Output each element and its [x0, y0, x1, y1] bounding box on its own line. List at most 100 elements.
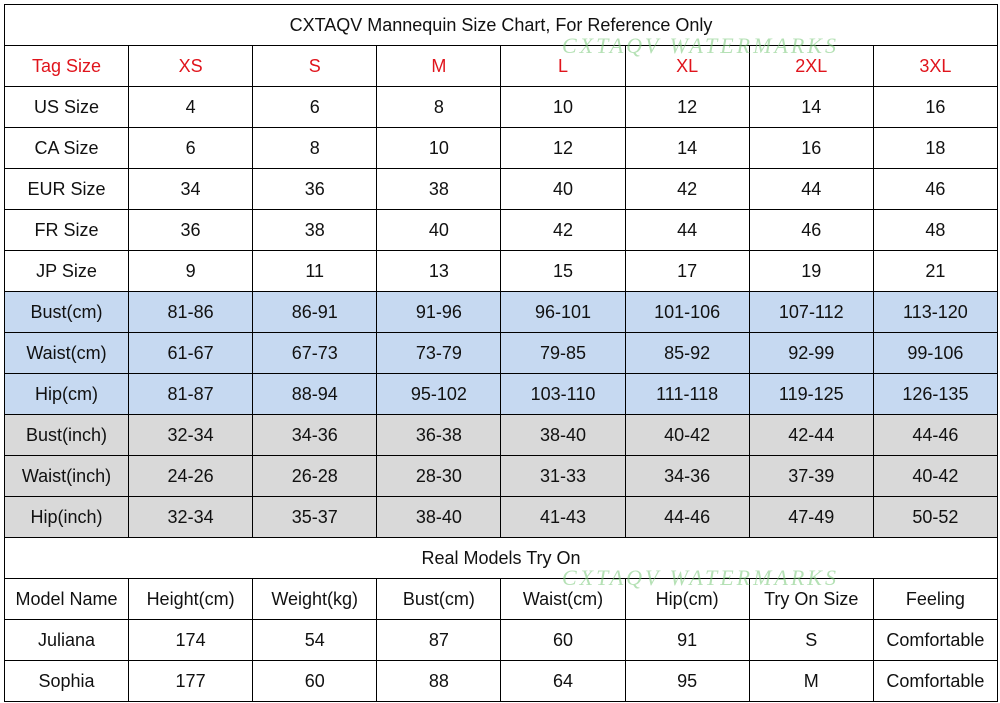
cell: 48 — [872, 209, 999, 251]
cell: 38 — [376, 168, 502, 210]
cell: 32-34 — [127, 414, 254, 456]
cell: 81-87 — [127, 373, 254, 415]
cell: 21 — [872, 250, 999, 292]
cell: 14 — [748, 86, 874, 128]
cell: 103-110 — [500, 373, 626, 415]
cell: 60 — [500, 619, 626, 661]
table-row: Sophia 177 60 88 64 95 M Comfortable — [4, 660, 999, 702]
cell: 19 — [748, 250, 874, 292]
cell: 87 — [376, 619, 502, 661]
cell: 101-106 — [624, 291, 750, 333]
cell: 10 — [500, 86, 626, 128]
header-cell: 2XL — [748, 45, 874, 87]
cell: 14 — [624, 127, 750, 169]
cell: 50-52 — [872, 496, 999, 538]
header-cell: Waist(cm) — [500, 578, 626, 620]
cell: 92-99 — [748, 332, 874, 374]
header-cell: Try On Size — [748, 578, 874, 620]
cell: 44 — [748, 168, 874, 210]
cell: 24-26 — [127, 455, 254, 497]
cell: 31-33 — [500, 455, 626, 497]
cell: 81-86 — [127, 291, 254, 333]
cell: Bust(cm) — [4, 291, 129, 333]
cell: 9 — [127, 250, 254, 292]
cell: Sophia — [4, 660, 129, 702]
cell: 61-67 — [127, 332, 254, 374]
header-cell: Tag Size — [4, 45, 129, 87]
cell: JP Size — [4, 250, 129, 292]
cell: Waist(inch) — [4, 455, 129, 497]
cell: 42 — [500, 209, 626, 251]
cell: 44-46 — [624, 496, 750, 538]
cell: 54 — [252, 619, 378, 661]
table-row: JP Size 9 11 13 15 17 19 21 — [4, 250, 999, 292]
table-row: Tag Size XS S M L XL 2XL 3XL — [4, 45, 999, 87]
header-cell: Weight(kg) — [252, 578, 378, 620]
header-cell: Hip(cm) — [624, 578, 750, 620]
cell: 40 — [500, 168, 626, 210]
cell: 177 — [127, 660, 254, 702]
cell: 12 — [500, 127, 626, 169]
cell: 12 — [624, 86, 750, 128]
cell: 16 — [872, 86, 999, 128]
cell: 41-43 — [500, 496, 626, 538]
cell: 42-44 — [748, 414, 874, 456]
cell: 6 — [252, 86, 378, 128]
cell: 18 — [872, 127, 999, 169]
cell: 26-28 — [252, 455, 378, 497]
section-title: Real Models Try On — [4, 537, 998, 579]
cell: 4 — [127, 86, 254, 128]
cell: 73-79 — [376, 332, 502, 374]
cell: 38-40 — [500, 414, 626, 456]
cell: 34 — [127, 168, 254, 210]
cell: 113-120 — [872, 291, 999, 333]
cell: US Size — [4, 86, 129, 128]
table-row: US Size 4 6 8 10 12 14 16 — [4, 86, 999, 128]
cell: 111-118 — [624, 373, 750, 415]
table-row: CA Size 6 8 10 12 14 16 18 — [4, 127, 999, 169]
cell: 6 — [127, 127, 254, 169]
cell: 88-94 — [252, 373, 378, 415]
cell: 85-92 — [624, 332, 750, 374]
cell: 10 — [376, 127, 502, 169]
table-row: Waist(inch) 24-26 26-28 28-30 31-33 34-36 37-3… — [4, 455, 999, 497]
cell: 38-40 — [376, 496, 502, 538]
cell: 46 — [748, 209, 874, 251]
cell: 47-49 — [748, 496, 874, 538]
table-row: Juliana 174 54 87 60 91 S Comfortable — [4, 619, 999, 661]
cell: 174 — [127, 619, 254, 661]
cell: 36 — [252, 168, 378, 210]
table-row: Bust(inch) 32-34 34-36 36-38 38-40 40-42 42-44… — [4, 414, 999, 456]
cell: 67-73 — [252, 332, 378, 374]
table-row: CXTAQV Mannequin Size Chart, For Referen… — [4, 4, 998, 46]
cell: 96-101 — [500, 291, 626, 333]
table-row: Bust(cm) 81-86 86-91 91-96 96-101 101-106 107-… — [4, 291, 999, 333]
cell: 34-36 — [252, 414, 378, 456]
cell: 44-46 — [872, 414, 999, 456]
cell: 11 — [252, 250, 378, 292]
header-cell: Bust(cm) — [376, 578, 502, 620]
cell: 126-135 — [872, 373, 999, 415]
cell: 42 — [624, 168, 750, 210]
cell: 40-42 — [872, 455, 999, 497]
header-cell: S — [252, 45, 378, 87]
cell: 17 — [624, 250, 750, 292]
header-cell: M — [376, 45, 502, 87]
table-row: FR Size 36 38 40 42 44 46 48 — [4, 209, 999, 251]
cell: 60 — [252, 660, 378, 702]
table-row: Real Models Try On — [4, 537, 998, 579]
cell: 99-106 — [872, 332, 999, 374]
cell: 44 — [624, 209, 750, 251]
table-row: Model Name Height(cm) Weight(kg) Bust(cm) Wa… — [4, 578, 999, 620]
table-title: CXTAQV Mannequin Size Chart, For Referen… — [4, 4, 998, 46]
cell: 88 — [376, 660, 502, 702]
cell: 107-112 — [748, 291, 874, 333]
cell: 13 — [376, 250, 502, 292]
cell: 95 — [624, 660, 750, 702]
table-body: CXTAQV Mannequin Size Chart, For Referen… — [4, 4, 999, 702]
cell: 8 — [252, 127, 378, 169]
cell: 91 — [624, 619, 750, 661]
cell: 37-39 — [748, 455, 874, 497]
cell: FR Size — [4, 209, 129, 251]
